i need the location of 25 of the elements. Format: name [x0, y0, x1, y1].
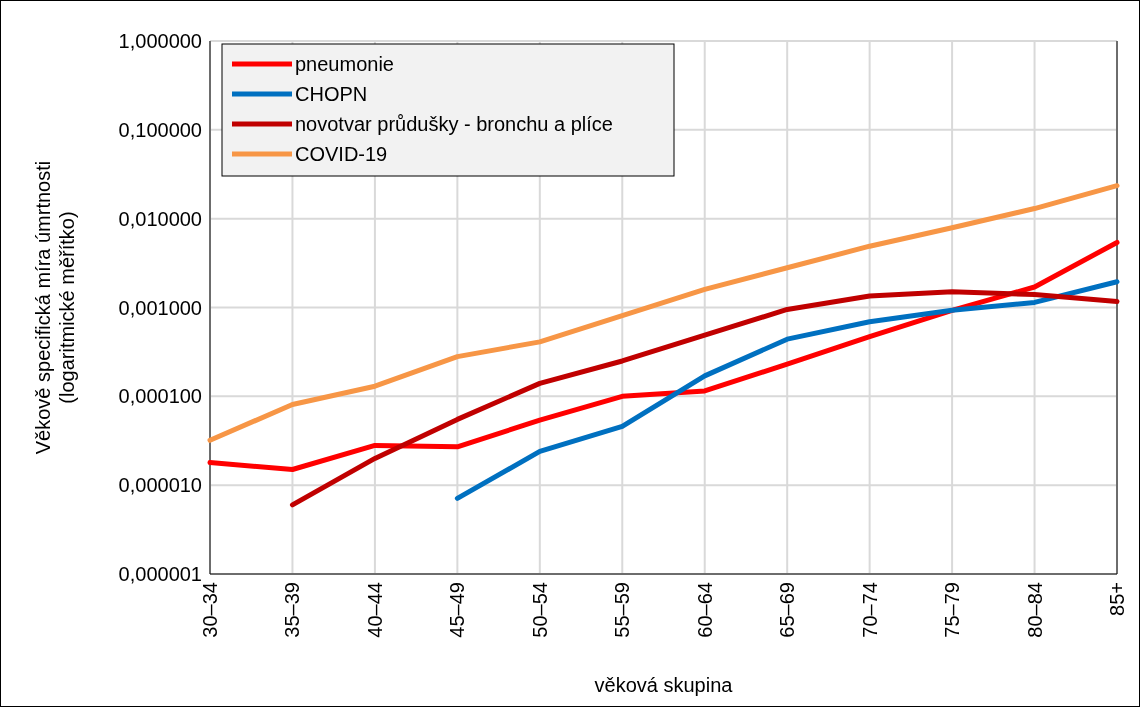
x-tick-label: 60–64 — [693, 582, 716, 638]
x-tick-label: 50–54 — [528, 582, 551, 638]
x-tick-label: 35–39 — [281, 582, 304, 638]
x-tick-label: 80–84 — [1023, 582, 1046, 638]
x-axis-title: věková skupina — [594, 674, 734, 696]
x-tick-label: 75–79 — [941, 582, 964, 638]
x-tick-label: 45–49 — [446, 582, 469, 638]
x-tick-label: 70–74 — [858, 582, 881, 638]
x-tick-label: 65–69 — [776, 582, 799, 638]
y-tick-label: 1,000000 — [118, 30, 202, 52]
legend-label: CHOPN — [295, 83, 368, 105]
legend-label: pneumonie — [295, 53, 394, 75]
y-tick-label: 0,001000 — [118, 296, 202, 319]
y-axis-title: Věkově specifická míra úmrtnosti (logaritmické měřítko) — [32, 160, 78, 455]
x-tick-label: 55–59 — [611, 582, 634, 638]
y-tick-label: 0,100000 — [118, 118, 202, 141]
y-tick-label: 0,000010 — [118, 474, 202, 497]
legend-label: novotvar průdušky - bronchu a plíce — [295, 113, 613, 135]
y-tick-label: 0,010000 — [118, 207, 202, 230]
x-tick-label: 85+ — [1106, 582, 1128, 616]
legend-label: COVID-19 — [295, 143, 388, 165]
y-tick-label: 0,000001 — [118, 563, 202, 585]
x-tick-label: 30–34 — [199, 582, 221, 638]
x-tick-label: 40–44 — [363, 582, 386, 638]
y-tick-label: 0,000100 — [118, 385, 202, 408]
